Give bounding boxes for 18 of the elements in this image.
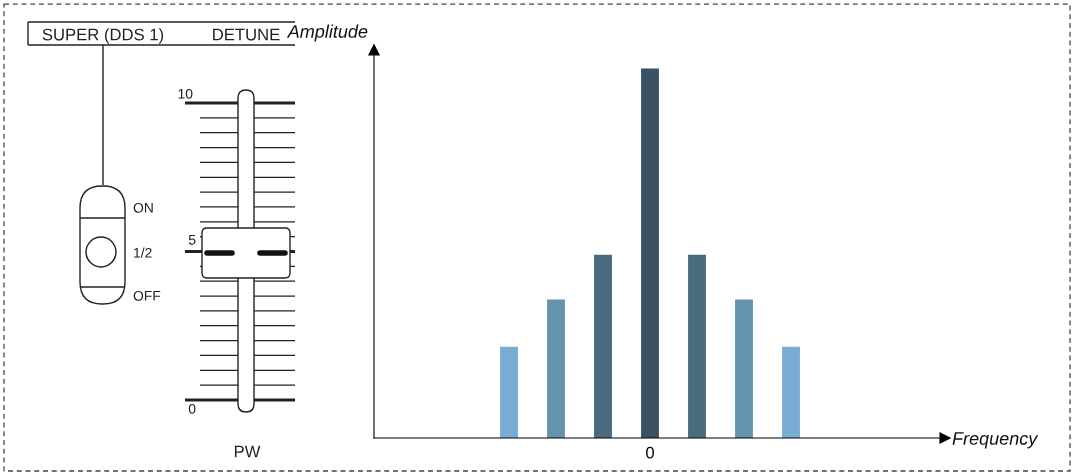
text: SUPER (DDS 1) bbox=[42, 28, 164, 44]
text: Amplitude bbox=[286, 24, 368, 42]
bar bbox=[688, 254, 706, 438]
text: OFF bbox=[133, 290, 161, 301]
bar bbox=[547, 299, 565, 438]
bar bbox=[782, 346, 800, 438]
bar bbox=[594, 254, 612, 438]
text: 1/2 bbox=[134, 247, 152, 258]
text: PW bbox=[234, 445, 261, 458]
text: Frequency bbox=[952, 432, 1039, 449]
text: 5 bbox=[188, 235, 196, 245]
bar bbox=[735, 299, 753, 438]
text: ON bbox=[133, 202, 153, 213]
text: 0 bbox=[188, 403, 196, 414]
bar bbox=[641, 68, 659, 438]
bar bbox=[500, 346, 518, 438]
text: 10 bbox=[178, 88, 193, 99]
text: DETUNE bbox=[213, 28, 280, 41]
